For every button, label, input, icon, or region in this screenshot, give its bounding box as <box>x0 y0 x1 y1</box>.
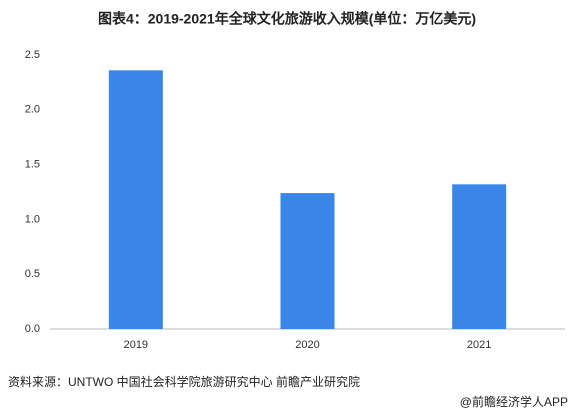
source: 资料来源：UNTWO 中国社会科学院旅游研究中心 前瞻产业研究院 <box>8 374 360 389</box>
chart-title: 图表4：2019-2021年全球文化旅游收入规模(单位：万亿美元) <box>98 11 476 27</box>
y-tick-label: 0.0 <box>25 323 40 335</box>
y-tick-label: 0.5 <box>25 268 40 280</box>
x-tick-label: 2019 <box>124 339 148 351</box>
bar <box>280 193 335 329</box>
x-tick-label: 2021 <box>467 339 491 351</box>
y-tick-label: 2.5 <box>25 49 40 61</box>
y-tick-label: 2.0 <box>25 104 40 116</box>
bar <box>108 70 163 330</box>
y-tick-label: 1.0 <box>25 213 40 225</box>
credit: @前瞻经济学人APP <box>460 394 568 409</box>
bar <box>452 184 507 329</box>
y-tick-label: 1.5 <box>25 159 40 171</box>
x-tick-label: 2020 <box>295 339 319 351</box>
